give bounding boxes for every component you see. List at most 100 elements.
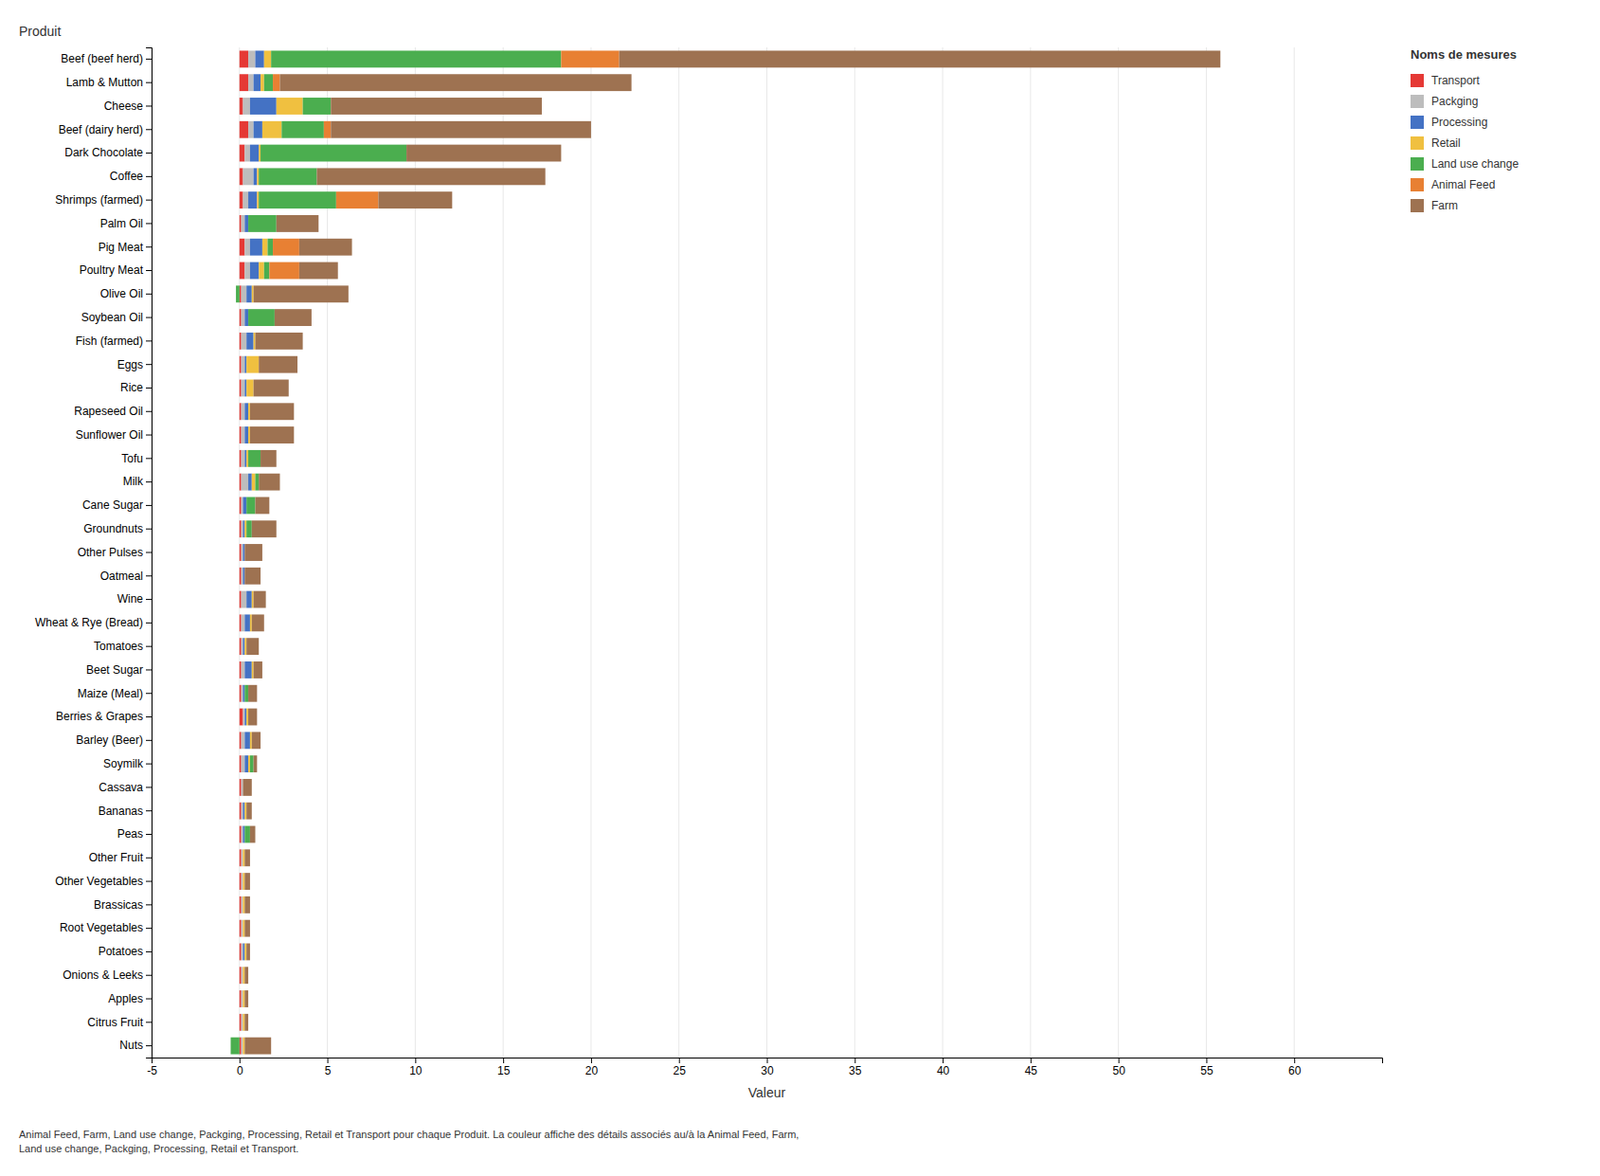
bar-segment xyxy=(239,543,242,561)
bar-segment xyxy=(276,97,304,115)
bar-segment xyxy=(239,167,244,185)
bar-segment xyxy=(239,285,242,303)
y-tick: Apples xyxy=(107,991,152,1006)
bar-segment xyxy=(239,731,242,749)
bar-segment xyxy=(241,332,248,350)
x-tick-label: 50 xyxy=(1112,1063,1126,1078)
y-tick-label: Beet Sugar xyxy=(86,663,144,677)
bar-segment xyxy=(238,872,240,890)
y-tick-mark xyxy=(145,457,152,459)
bar-segment xyxy=(253,285,349,303)
bar-segment xyxy=(250,262,259,280)
bar-segment xyxy=(238,496,240,514)
y-tick-mark xyxy=(145,340,152,342)
bar-segment xyxy=(244,684,249,702)
bar-segment xyxy=(248,684,257,702)
y-tick-mark xyxy=(145,105,152,107)
y-tick: Root Vegetables xyxy=(59,920,152,935)
x-tick-label: 0 xyxy=(236,1063,244,1078)
bar-segment xyxy=(251,613,265,631)
bar-segment xyxy=(258,167,317,185)
bar-segment xyxy=(238,356,240,374)
bar-segment xyxy=(242,167,253,185)
legend-swatch xyxy=(1410,73,1424,88)
y-tick-label: Palm Oil xyxy=(100,216,144,231)
y-tick-mark xyxy=(145,199,152,201)
bar-segment xyxy=(239,567,242,585)
bar-segment xyxy=(299,262,339,280)
x-tick-mark xyxy=(414,1057,416,1063)
bar-segment xyxy=(242,943,245,961)
bar-segment xyxy=(238,661,240,679)
bar-segment xyxy=(239,215,242,233)
bar-segment xyxy=(242,191,249,209)
bar-segment xyxy=(253,167,258,185)
x-axis: -5051015202530354045505560 xyxy=(146,1057,1383,1078)
grid-line xyxy=(854,47,856,1058)
y-tick: Beef (dairy herd) xyxy=(58,123,152,137)
x-tick: 60 xyxy=(1288,1057,1302,1078)
y-tick-label: Beef (beef herd) xyxy=(60,52,144,66)
bar-segment xyxy=(238,1013,240,1031)
y-tick-label: Citrus Fruit xyxy=(87,1015,144,1029)
series-bars xyxy=(242,50,1221,1054)
y-tick-mark xyxy=(145,622,152,624)
legend-swatch xyxy=(1410,157,1424,171)
bar-segment xyxy=(239,943,242,961)
legend-label: Retail xyxy=(1431,136,1461,150)
y-tick: Fish (farmed) xyxy=(75,334,152,348)
legend: Noms de mesuresTransportPackgingProcessi… xyxy=(1410,47,1519,213)
y-tick-mark xyxy=(145,1044,152,1046)
legend-item: Packging xyxy=(1410,94,1478,108)
y-tick: Cane Sugar xyxy=(82,498,152,512)
x-tick: 10 xyxy=(409,1057,423,1078)
bar-segment xyxy=(248,402,251,420)
x-tick-mark xyxy=(1030,1057,1032,1063)
legend-swatch xyxy=(1410,136,1424,150)
legend-item: Farm xyxy=(1410,198,1458,213)
bar-segment xyxy=(281,121,324,139)
bar-segment xyxy=(244,308,249,326)
bar-segment xyxy=(238,591,240,609)
x-tick: 15 xyxy=(497,1057,511,1078)
y-tick-mark xyxy=(145,481,152,483)
y-tick: Eggs xyxy=(117,358,152,372)
bar-segment xyxy=(270,50,561,68)
bar-segment xyxy=(246,449,249,468)
y-tick-label: Poultry Meat xyxy=(79,263,144,277)
x-tick-label: -5 xyxy=(146,1063,158,1078)
x-tick-mark xyxy=(679,1057,681,1063)
bar-segment xyxy=(242,802,245,820)
bar-segment xyxy=(250,426,294,444)
bar-segment xyxy=(241,426,246,444)
y-axis-title: Produit xyxy=(18,23,61,39)
series-bars xyxy=(231,50,562,1054)
bar-segment xyxy=(238,473,240,491)
y-tick: Rapeseed Oil xyxy=(73,404,152,418)
bar-segment xyxy=(238,731,240,749)
y-tick-label: Tofu xyxy=(121,451,144,466)
bar-segment xyxy=(244,567,261,585)
bar-segment xyxy=(238,308,240,326)
bar-segment xyxy=(238,966,240,984)
bar-segment xyxy=(238,332,240,350)
bar-segment xyxy=(239,379,242,397)
bar-segment xyxy=(264,73,273,91)
bar-segment xyxy=(244,238,251,256)
y-tick-label: Soybean Oil xyxy=(81,310,144,324)
y-tick-mark xyxy=(145,575,152,576)
bar-segment xyxy=(238,496,240,514)
bar-segment xyxy=(239,826,242,844)
bar-segment xyxy=(239,684,242,702)
bar-segment xyxy=(242,637,245,655)
y-tick: Potatoes xyxy=(98,944,152,958)
bar-segment xyxy=(248,73,254,91)
bar-segment xyxy=(250,826,256,844)
bar-segment xyxy=(238,919,240,937)
bar-segment xyxy=(238,848,240,866)
bar-segment xyxy=(238,215,240,233)
bar-segment xyxy=(244,661,252,679)
bar-segment xyxy=(238,826,240,844)
bar-segment xyxy=(241,802,244,820)
y-tick-label: Onions & Leeks xyxy=(62,968,144,982)
